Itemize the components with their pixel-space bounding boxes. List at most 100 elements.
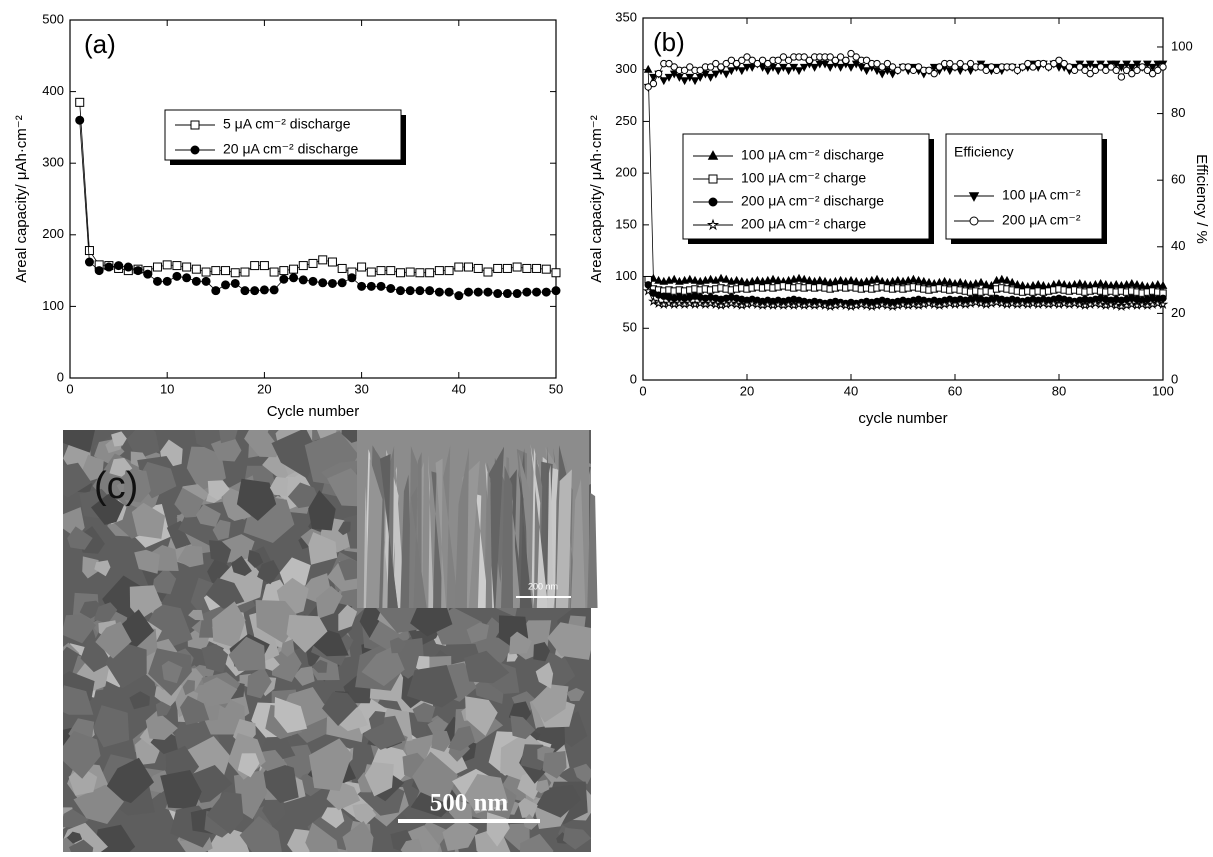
y2-axis-label: Efficiency / % (1193, 154, 1210, 244)
y-axis-label: Areal capacity/ μAh·cm⁻² (13, 115, 30, 282)
inset-crystal (435, 458, 447, 608)
marker (738, 56, 746, 64)
marker (259, 261, 269, 271)
sem-grain (547, 622, 591, 660)
marker (996, 297, 1008, 308)
y2-tick-label: 80 (1171, 105, 1185, 120)
marker (308, 258, 318, 268)
marker (1159, 63, 1167, 71)
marker (794, 67, 804, 76)
marker (861, 299, 872, 310)
sem-grain (518, 797, 538, 818)
sem-grain (237, 753, 260, 778)
marker (653, 297, 664, 308)
marker (836, 53, 845, 61)
sem-grain (510, 715, 536, 740)
sem-grain (279, 557, 311, 589)
sem-grain (174, 487, 204, 518)
marker (914, 275, 923, 284)
sem-grain (316, 585, 343, 619)
legend-label: 5 μA cm⁻² discharge (223, 116, 351, 132)
x-tick-label: 50 (549, 381, 563, 396)
marker (872, 274, 882, 283)
sem-grain (129, 691, 150, 710)
sem-grain (271, 430, 319, 479)
marker (945, 67, 955, 76)
marker (347, 273, 357, 283)
marker (473, 287, 483, 297)
marker (1050, 59, 1058, 68)
marker (512, 289, 522, 299)
marker (1105, 298, 1117, 309)
sem-grain (91, 493, 125, 525)
sem-grain (342, 821, 374, 852)
marker (1117, 63, 1126, 72)
sem-grain (67, 526, 93, 550)
marker (721, 274, 731, 283)
marker (1111, 279, 1121, 288)
marker (1127, 63, 1137, 72)
marker (327, 278, 337, 288)
marker (752, 298, 763, 309)
sem-grain (160, 770, 202, 810)
inset-crystal (530, 443, 549, 608)
inset-crystal (475, 494, 490, 608)
marker (659, 77, 669, 86)
sem-grain (246, 667, 272, 699)
marker (1007, 277, 1017, 286)
marker (182, 262, 192, 272)
marker (773, 67, 783, 76)
sem-grain (82, 454, 104, 482)
sem-grain (535, 662, 554, 689)
sem-grain (533, 642, 550, 662)
marker (1054, 63, 1064, 72)
marker (221, 280, 231, 290)
sem-grain (258, 761, 299, 803)
marker (945, 277, 955, 286)
marker (826, 53, 834, 61)
sem-grain (520, 833, 554, 852)
marker (104, 262, 114, 272)
sem-grain (361, 645, 405, 687)
sem-grain (333, 698, 368, 732)
x-tick-label: 80 (1052, 383, 1066, 398)
marker (825, 63, 835, 72)
sem-grain (293, 666, 315, 686)
marker (473, 263, 483, 273)
sem-grain (465, 696, 498, 736)
sem-grain (63, 809, 89, 828)
x-tick-label: 0 (639, 383, 646, 398)
marker (753, 59, 762, 68)
plot-frame (642, 17, 1164, 381)
sem-grain (210, 435, 242, 462)
marker (909, 274, 918, 283)
sem-grain (321, 807, 345, 829)
inset-crystal (555, 469, 572, 608)
marker (454, 291, 464, 301)
marker (1058, 297, 1070, 308)
marker (862, 67, 871, 76)
marker (279, 274, 289, 284)
marker (665, 59, 673, 68)
marker (923, 297, 935, 308)
sem-grain (180, 695, 210, 725)
sem-grain (93, 705, 130, 748)
marker (289, 273, 299, 283)
marker (690, 275, 700, 284)
sem-grain (364, 762, 394, 797)
marker (1017, 297, 1028, 308)
marker (779, 53, 788, 61)
marker (221, 266, 231, 276)
x-tick-label: 20 (740, 383, 754, 398)
sem-grain (201, 644, 229, 673)
legend-label: 200 μA cm⁻² (1002, 212, 1081, 228)
marker (835, 298, 846, 309)
marker (425, 268, 435, 278)
sem-grain (131, 502, 166, 539)
marker (483, 287, 493, 297)
sem-grain (155, 701, 172, 717)
marker (644, 83, 652, 91)
sem-grain (412, 702, 436, 723)
y-tick-label: 350 (615, 9, 637, 24)
legend-marker (706, 218, 720, 231)
